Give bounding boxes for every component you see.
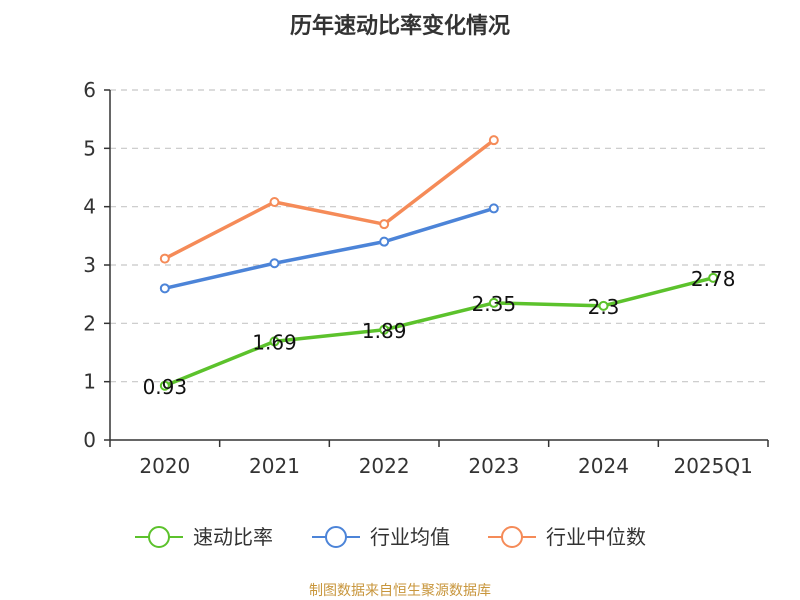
y-tick-label: 3 xyxy=(83,253,96,277)
data-point xyxy=(269,336,280,347)
legend-marker-icon xyxy=(325,526,347,548)
data-point xyxy=(708,272,719,283)
legend-marker-icon xyxy=(501,526,523,548)
data-label: 0.93 xyxy=(143,375,188,399)
chart-title: 历年速动比率变化情况 xyxy=(290,13,510,39)
data-label: 2.78 xyxy=(691,267,736,291)
series xyxy=(159,135,719,391)
data-labels: 0.93 1.69 1.89 2.35 2.3 2.78 xyxy=(143,267,736,399)
series-line xyxy=(164,276,714,388)
legend-item-2[interactable]: 行业均值 xyxy=(312,525,450,549)
x-tick-label: 2025Q1 xyxy=(673,454,752,478)
data-point xyxy=(159,253,170,264)
legend[interactable]: 速动比率 行业均值 行业中位数 xyxy=(135,525,646,549)
x-tick-label: 2021 xyxy=(249,454,300,478)
data-point xyxy=(159,380,170,391)
data-point xyxy=(488,297,499,308)
data-point xyxy=(598,300,609,311)
data-point xyxy=(379,219,390,230)
legend-label: 速动比率 xyxy=(193,525,273,549)
axes: 0 1 2 3 4 5 6 2020 2021 2022 2023 2024 2025Q1 xyxy=(83,78,769,478)
x-tick-label: 2020 xyxy=(139,454,190,478)
data-label: 1.69 xyxy=(252,330,297,354)
x-tick-label: 2023 xyxy=(468,454,519,478)
legend-label: 行业中位数 xyxy=(546,525,646,549)
data-point xyxy=(379,324,390,335)
y-tick-label: 2 xyxy=(83,311,96,335)
legend-item-1[interactable]: 速动比率 xyxy=(135,525,273,549)
x-tick-label: 2022 xyxy=(359,454,410,478)
source-note: 制图数据来自恒生聚源数据库 xyxy=(309,583,491,599)
x-tick-label: 2024 xyxy=(578,454,629,478)
data-label: 2.35 xyxy=(472,292,517,316)
data-point xyxy=(379,236,390,247)
data-point xyxy=(159,283,170,294)
y-tick-label: 0 xyxy=(83,428,96,452)
series-line xyxy=(164,138,495,261)
legend-label: 行业均值 xyxy=(370,525,450,549)
data-point xyxy=(269,258,280,269)
data-point xyxy=(488,135,499,146)
series-line xyxy=(164,206,495,291)
y-tick-label: 5 xyxy=(83,136,96,160)
y-tick-label: 4 xyxy=(83,195,96,219)
data-point xyxy=(488,203,499,214)
series-2 xyxy=(159,203,499,294)
series-1 xyxy=(159,272,719,391)
y-tick-label: 6 xyxy=(83,78,96,102)
data-label: 1.89 xyxy=(362,319,407,343)
series-3 xyxy=(159,135,499,264)
data-label: 2.3 xyxy=(588,295,620,319)
legend-marker-icon xyxy=(148,526,170,548)
legend-item-3[interactable]: 行业中位数 xyxy=(488,525,646,549)
data-point xyxy=(269,197,280,207)
y-tick-label: 1 xyxy=(83,370,96,394)
